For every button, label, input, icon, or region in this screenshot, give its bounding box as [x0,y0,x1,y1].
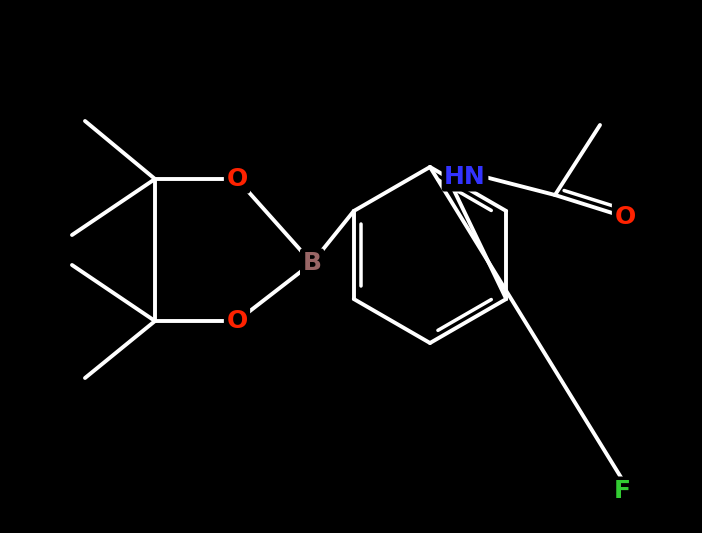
Text: F: F [614,479,630,503]
Text: HN: HN [444,165,486,189]
Text: B: B [303,251,322,275]
Text: O: O [226,167,248,191]
Text: O: O [614,205,635,229]
Text: O: O [226,309,248,333]
